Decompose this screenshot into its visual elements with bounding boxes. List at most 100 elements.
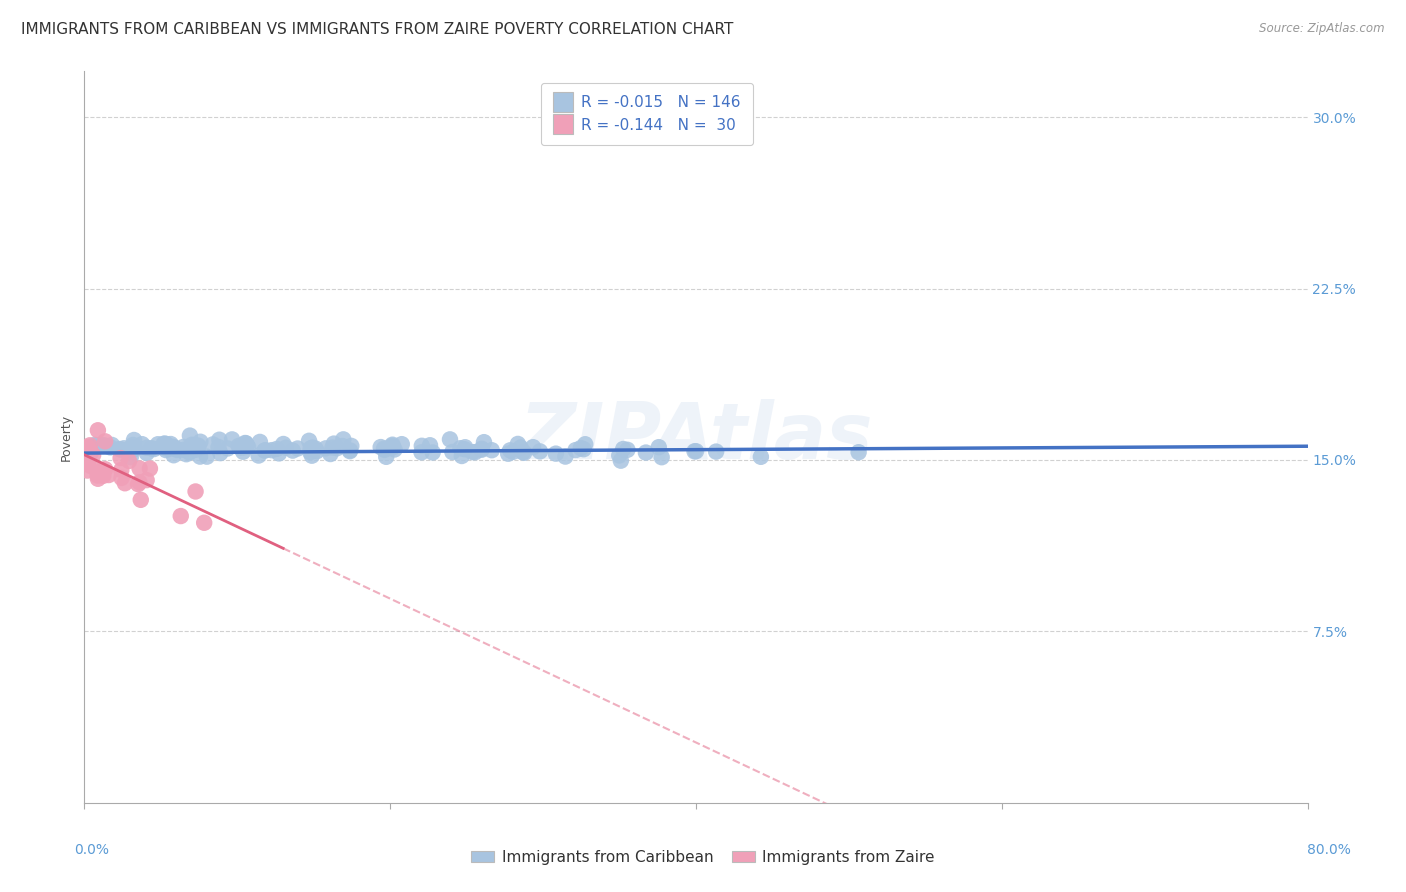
- Point: [254, 443, 277, 458]
- Point: [298, 434, 321, 448]
- Point: [110, 451, 132, 466]
- Point: [564, 443, 586, 458]
- Point: [572, 442, 595, 457]
- Point: [152, 437, 174, 451]
- Point: [141, 441, 163, 455]
- Point: [235, 436, 257, 450]
- Point: [332, 433, 354, 447]
- Point: [471, 442, 494, 457]
- Point: [281, 443, 304, 458]
- Point: [381, 439, 404, 453]
- Point: [166, 442, 188, 457]
- Point: [373, 442, 395, 457]
- Point: [90, 463, 112, 477]
- Point: [162, 448, 184, 462]
- Point: [506, 437, 529, 451]
- Point: [373, 442, 395, 456]
- Point: [683, 444, 706, 458]
- Point: [190, 434, 212, 449]
- Point: [120, 450, 142, 464]
- Point: [156, 440, 179, 454]
- Point: [472, 435, 495, 450]
- Point: [305, 444, 328, 458]
- Point: [170, 509, 193, 524]
- Point: [267, 446, 290, 460]
- Point: [143, 442, 166, 456]
- Point: [231, 440, 253, 454]
- Point: [217, 442, 239, 456]
- Point: [173, 440, 195, 454]
- Point: [464, 445, 486, 459]
- Point: [512, 445, 534, 459]
- Point: [339, 444, 361, 458]
- Point: [87, 472, 110, 486]
- Point: [299, 445, 322, 459]
- Point: [299, 442, 322, 456]
- Point: [326, 442, 349, 456]
- Point: [607, 449, 630, 463]
- Point: [848, 445, 870, 459]
- Point: [165, 442, 187, 456]
- Point: [139, 461, 162, 475]
- Point: [110, 463, 132, 477]
- Point: [187, 440, 209, 454]
- Point: [249, 434, 271, 449]
- Point: [80, 459, 103, 474]
- Point: [118, 443, 141, 458]
- Point: [749, 450, 772, 464]
- Point: [651, 450, 673, 465]
- Point: [179, 445, 201, 459]
- Point: [233, 440, 256, 454]
- Point: [91, 468, 114, 483]
- Point: [496, 447, 519, 461]
- Point: [77, 453, 100, 467]
- Point: [184, 442, 207, 457]
- Point: [340, 439, 363, 453]
- Point: [232, 444, 254, 458]
- Point: [97, 468, 120, 483]
- Point: [153, 437, 176, 451]
- Point: [187, 439, 209, 453]
- Point: [450, 449, 472, 463]
- Point: [209, 446, 232, 460]
- Point: [193, 516, 215, 530]
- Point: [266, 442, 288, 456]
- Point: [163, 441, 186, 455]
- Point: [195, 450, 218, 464]
- Text: Source: ZipAtlas.com: Source: ZipAtlas.com: [1260, 22, 1385, 36]
- Point: [513, 446, 536, 460]
- Point: [509, 441, 531, 455]
- Point: [108, 442, 131, 456]
- Point: [502, 445, 524, 459]
- Point: [110, 442, 132, 457]
- Point: [454, 440, 477, 454]
- Point: [129, 492, 152, 507]
- Point: [155, 441, 177, 455]
- Point: [522, 440, 544, 454]
- Text: ZIPAtlas: ZIPAtlas: [519, 399, 873, 475]
- Point: [235, 438, 257, 452]
- Point: [610, 453, 633, 467]
- Point: [77, 440, 100, 454]
- Point: [236, 440, 259, 454]
- Point: [80, 445, 103, 459]
- Point: [117, 442, 139, 457]
- Point: [83, 438, 105, 452]
- Point: [384, 442, 406, 457]
- Point: [419, 438, 441, 452]
- Point: [253, 443, 276, 458]
- Point: [287, 442, 309, 456]
- Point: [370, 440, 392, 454]
- Point: [332, 439, 354, 453]
- Point: [76, 464, 98, 478]
- Point: [685, 444, 707, 458]
- Point: [176, 447, 198, 461]
- Point: [131, 437, 153, 451]
- Point: [114, 476, 136, 491]
- Text: IMMIGRANTS FROM CARIBBEAN VS IMMIGRANTS FROM ZAIRE POVERTY CORRELATION CHART: IMMIGRANTS FROM CARIBBEAN VS IMMIGRANTS …: [21, 22, 734, 37]
- Point: [247, 449, 270, 463]
- Point: [481, 443, 503, 458]
- Point: [173, 442, 195, 457]
- Point: [554, 450, 576, 464]
- Point: [77, 457, 100, 471]
